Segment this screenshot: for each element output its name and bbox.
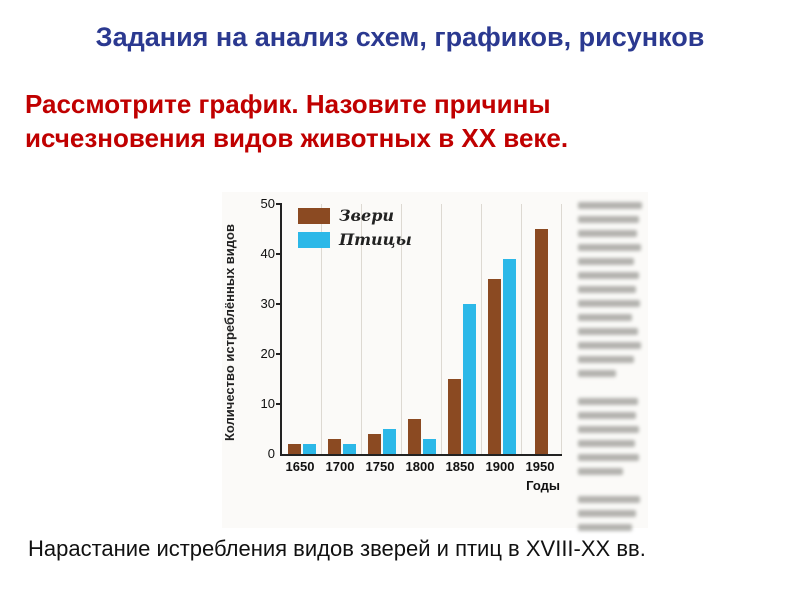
- x-tick-label: 1650: [285, 459, 315, 474]
- legend-entry-animals: Звери: [298, 206, 412, 225]
- y-tick-mark: [276, 303, 282, 305]
- bar-group: [282, 204, 322, 454]
- bar-birds: [462, 304, 476, 454]
- x-axis-labels: 1650 1700 1750 1800 1850 1900 1950: [280, 456, 560, 474]
- blur-line: [578, 286, 636, 293]
- blur-line: [578, 258, 635, 265]
- bar-birds: [502, 259, 516, 454]
- scanned-chart-image: Количество истреблённых видов Звери Птицы…: [222, 192, 648, 531]
- blur-line: [578, 272, 639, 279]
- y-tick-mark: [276, 253, 282, 255]
- bar-birds: [302, 444, 316, 454]
- blur-line: [578, 356, 634, 363]
- bar-animals: [407, 419, 421, 454]
- blur-line: [578, 496, 641, 503]
- bar-animals: [535, 229, 548, 454]
- x-tick-label: 1750: [365, 459, 395, 474]
- y-tick-label: 40: [260, 246, 275, 261]
- y-tick-mark: [276, 403, 282, 405]
- slide-title: Задания на анализ схем, графиков, рисунк…: [95, 22, 705, 52]
- bar-group: [322, 204, 362, 454]
- blur-line: [578, 398, 639, 405]
- x-tick-label: 1900: [485, 459, 515, 474]
- bar-group: [362, 204, 402, 454]
- bar-group: [522, 204, 562, 454]
- x-tick-label: 1700: [325, 459, 355, 474]
- x-axis-title: Годы: [526, 478, 560, 493]
- y-tick-mark: [276, 203, 282, 205]
- bar-group: [442, 204, 482, 454]
- bar-group: [402, 204, 442, 454]
- y-tick-label: 0: [267, 446, 275, 461]
- bar-birds: [342, 444, 356, 454]
- x-tick-label: 1850: [445, 459, 475, 474]
- bar-animals: [327, 439, 341, 454]
- legend-swatch-birds: [298, 231, 330, 248]
- bar-animals: [367, 434, 381, 454]
- y-tick-label: 50: [260, 196, 275, 211]
- x-tick-label: 1950: [525, 459, 555, 474]
- blur-line: [578, 454, 639, 461]
- blur-line: [578, 426, 640, 433]
- bar-groups: [282, 204, 562, 454]
- bar-animals: [487, 279, 501, 454]
- blur-line: [578, 314, 633, 321]
- blur-line: [578, 328, 638, 335]
- y-axis-title-column: Количество истреблённых видов: [222, 192, 248, 528]
- chart-legend: Звери Птицы: [298, 206, 412, 254]
- blur-line: [578, 510, 636, 517]
- bar-group: [482, 204, 522, 454]
- blur-line: [578, 412, 637, 419]
- plot-wrapper: Звери Птицы 0 10 20 30 40 50 1650 1700 1750 1800 1…: [248, 192, 566, 528]
- blur-line: [578, 202, 642, 209]
- legend-label-birds: Птицы: [339, 230, 412, 249]
- question-text: Рассмотрите график. Назовите причины исч…: [25, 89, 569, 153]
- chart-caption: Нарастание истребления видов зверей и пт…: [28, 536, 646, 561]
- chart-figure: Количество истреблённых видов Звери Птицы…: [222, 192, 648, 531]
- y-axis-title: Количество истреблённых видов: [222, 224, 237, 442]
- y-tick-mark: [276, 353, 282, 355]
- y-tick-label: 10: [260, 396, 275, 411]
- legend-entry-birds: Птицы: [298, 230, 412, 249]
- bar-animals: [447, 379, 461, 454]
- blur-line: [578, 244, 641, 251]
- blur-line: [578, 370, 617, 377]
- blur-line: [578, 440, 635, 447]
- blurred-textbook-text: [566, 192, 648, 531]
- blur-line: [578, 300, 641, 307]
- bar-animals: [287, 444, 301, 454]
- legend-label-animals: Звери: [339, 206, 395, 225]
- blur-line: [578, 468, 623, 475]
- blur-line: [578, 216, 640, 223]
- blur-line: [578, 342, 642, 349]
- plot-area: Звери Птицы 0 10 20 30 40 50: [261, 196, 562, 461]
- x-tick-label: 1800: [405, 459, 435, 474]
- legend-swatch-animals: [298, 207, 330, 224]
- blur-line: [578, 524, 632, 531]
- y-tick-label: 30: [260, 296, 275, 311]
- blur-line: [578, 230, 637, 237]
- bar-birds: [382, 429, 396, 454]
- y-tick-label: 20: [260, 346, 275, 361]
- bar-birds: [422, 439, 436, 454]
